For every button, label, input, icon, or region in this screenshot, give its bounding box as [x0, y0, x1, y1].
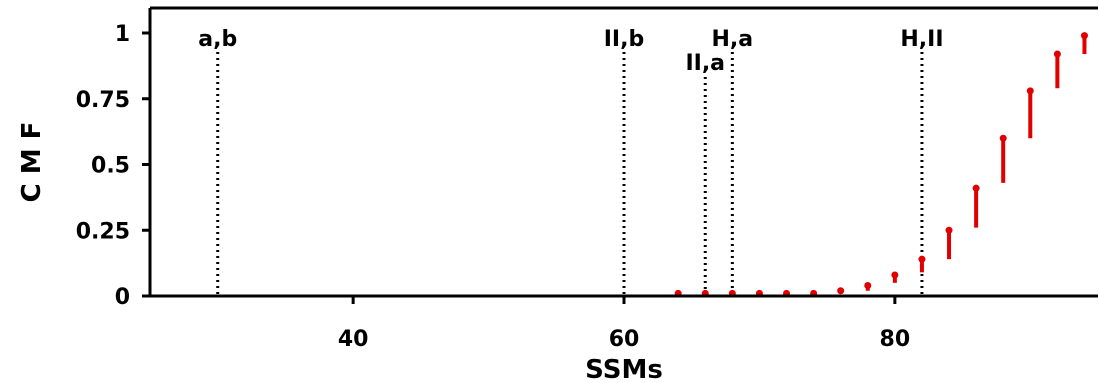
data-marker [945, 226, 953, 234]
ticks: 40 60 80 0 0.25 0.5 0.75 1 [76, 22, 910, 352]
y-tick-label: 0.25 [76, 219, 130, 244]
data-marker [1080, 32, 1088, 40]
y-tick-label: 0.75 [76, 88, 130, 113]
annotation-label: H,II [900, 27, 943, 52]
x-tick-label: 40 [338, 327, 369, 352]
annotation-label: II,a [685, 51, 725, 76]
y-tick-label: 0 [115, 285, 130, 310]
x-tick-label: 80 [880, 327, 911, 352]
annotation-label: a,b [198, 27, 237, 52]
annotation-label: II,b [604, 27, 644, 52]
data-point [999, 134, 1007, 183]
x-tick-label: 60 [609, 327, 640, 352]
data-point [918, 255, 926, 273]
data-point [1026, 87, 1034, 139]
y-tick-label: 0.5 [91, 154, 130, 179]
data-point [837, 287, 845, 295]
y-axis-label: C M F [17, 122, 47, 203]
data-marker [891, 271, 899, 279]
data-points [674, 32, 1088, 297]
data-marker [864, 281, 872, 289]
data-point [864, 281, 872, 291]
data-point [1080, 32, 1088, 55]
data-point [891, 271, 899, 283]
data-marker [1026, 87, 1034, 95]
data-marker [918, 255, 926, 263]
data-marker [837, 287, 845, 295]
data-point [1053, 50, 1061, 89]
vertical-line-labels: a,b II,b II,aH,a H,II [198, 27, 943, 76]
x-axis-label: SSMs [585, 355, 663, 383]
annotation-label: H,a [712, 27, 754, 52]
data-marker [1053, 50, 1061, 58]
annotation-lines [216, 52, 924, 296]
data-point [972, 184, 980, 228]
data-marker [999, 134, 1007, 142]
y-tick-label: 1 [115, 22, 130, 47]
data-point [945, 226, 953, 260]
data-marker [972, 184, 980, 192]
